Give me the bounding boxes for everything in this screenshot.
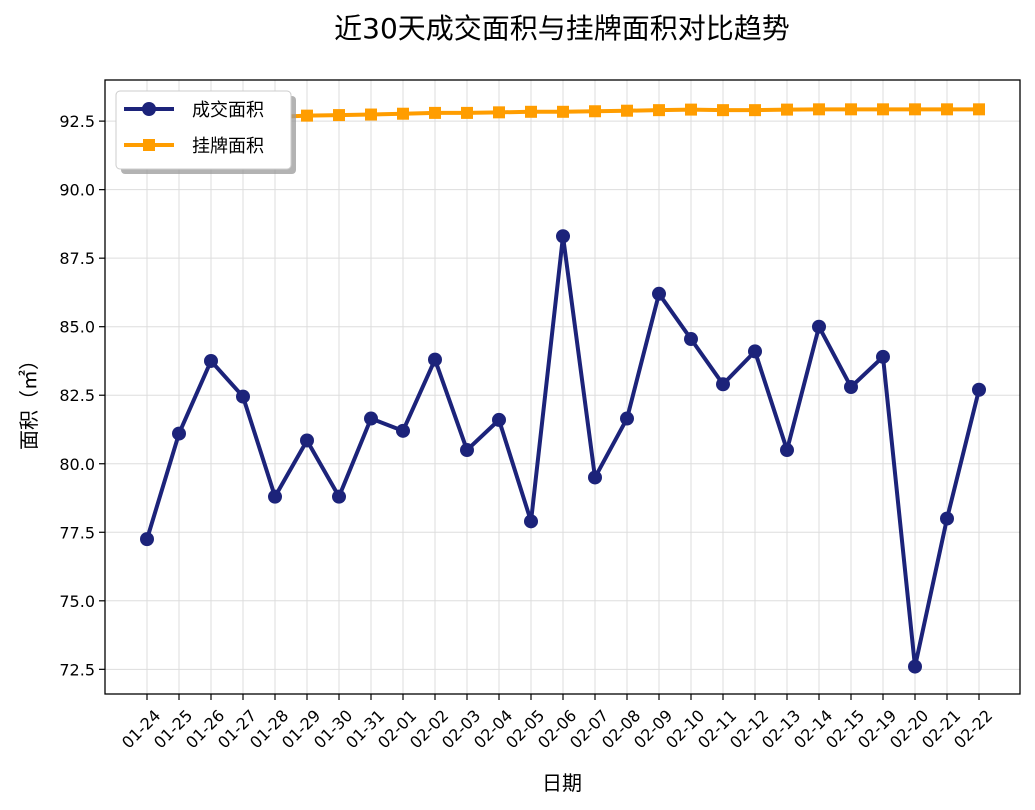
y-tick-label: 92.5 (59, 112, 95, 131)
series-group (140, 103, 986, 674)
y-tick-label: 87.5 (59, 249, 95, 268)
data-point (685, 103, 697, 116)
y-tick-label: 77.5 (59, 523, 95, 542)
data-point (909, 103, 921, 116)
data-point (461, 106, 473, 119)
data-point (877, 103, 889, 116)
data-point (397, 107, 409, 120)
grid (105, 80, 1020, 694)
y-tick-label: 82.5 (59, 386, 95, 405)
data-point (652, 286, 666, 301)
data-point (333, 109, 345, 122)
data-point (332, 489, 346, 504)
data-point (429, 106, 441, 119)
data-point (268, 489, 282, 504)
data-point (749, 104, 761, 117)
data-point (813, 103, 825, 116)
data-point (748, 344, 762, 359)
data-point (460, 443, 474, 458)
data-point (973, 103, 985, 116)
data-point (812, 319, 826, 334)
legend-label: 挂牌面积 (192, 136, 264, 157)
data-point (428, 352, 442, 367)
data-point (493, 106, 505, 119)
y-tick-label: 72.5 (59, 660, 95, 679)
data-point (876, 349, 890, 364)
legend-marker (142, 102, 156, 116)
data-point (845, 103, 857, 116)
legend-entry: 成交面积 (124, 100, 264, 121)
data-point (140, 532, 154, 547)
data-point (557, 105, 569, 118)
data-point (365, 108, 377, 121)
data-point (684, 332, 698, 347)
data-point (620, 411, 634, 426)
y-tick-label: 90.0 (59, 181, 95, 200)
data-point (781, 103, 793, 116)
data-point (940, 511, 954, 526)
data-point (621, 104, 633, 117)
x-axis: 01-2401-2501-2601-2701-2801-2901-3001-31… (118, 694, 996, 752)
legend-entry: 挂牌面积 (124, 136, 264, 157)
series-1 (140, 229, 986, 674)
y-tick-label: 85.0 (59, 318, 95, 337)
data-point (301, 109, 313, 122)
data-point (588, 470, 602, 485)
data-point (492, 412, 506, 427)
legend-label: 成交面积 (192, 100, 264, 121)
data-point (972, 382, 986, 397)
data-point (525, 105, 537, 118)
data-point (908, 659, 922, 674)
y-tick-label: 75.0 (59, 592, 95, 611)
data-point (717, 104, 729, 117)
data-point (556, 229, 570, 244)
data-point (364, 411, 378, 426)
legend-marker (143, 139, 155, 151)
data-point (236, 389, 250, 404)
data-point (589, 105, 601, 118)
y-axis: 72.5 75.0 77.5 80.0 82.5 85.0 87.5 90.0 92.5 (59, 112, 105, 679)
data-point (716, 377, 730, 392)
y-axis-title: 面积（㎡） (17, 350, 41, 450)
data-point (396, 423, 410, 438)
chart-title: 近30天成交面积与挂牌面积对比趋势 (334, 12, 790, 45)
x-axis-title: 日期 (542, 771, 582, 795)
data-point (172, 426, 186, 441)
data-point (844, 380, 858, 394)
data-point (653, 104, 665, 117)
data-point (300, 433, 314, 448)
data-point (524, 514, 538, 529)
data-point (204, 353, 218, 368)
data-point (941, 103, 953, 116)
y-tick-label: 80.0 (59, 455, 95, 474)
data-point (780, 443, 794, 458)
